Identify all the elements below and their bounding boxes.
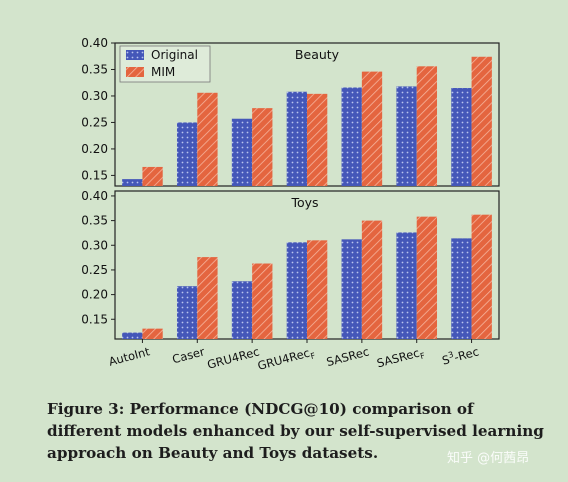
beauty-title: Beauty — [295, 47, 340, 62]
beauty-ytick-label: 0.25 — [81, 115, 108, 129]
xtick-label-text: GRU4Rec — [206, 344, 261, 371]
beauty-bar-mim — [361, 71, 383, 186]
toys-panel: Toys 0.15 0.20 0.25 0.30 0.35 0.40 — [81, 189, 500, 343]
toys-bar-original — [451, 238, 472, 339]
beauty-bar-original — [451, 88, 472, 186]
beauty-bar-mim — [252, 108, 273, 186]
beauty-bar-mim — [471, 56, 492, 186]
xtick-label: SASRecF — [375, 344, 426, 372]
beauty-ytick-label: 0.20 — [81, 142, 108, 156]
xtick-label-text: SASRec — [325, 344, 371, 369]
xtick-label: AutoInt — [107, 344, 152, 368]
beauty-bar-mim — [142, 166, 163, 186]
beauty-bar-mim — [307, 93, 328, 186]
toys-ytick-label: 0.20 — [81, 288, 108, 302]
bar-chart-figure: Beauty Original MIM 0.15 0.20 0.25 0.30 0.35… — [81, 36, 500, 375]
toys-ytick-label: 0.30 — [81, 238, 108, 252]
xtick-label-text: AutoInt — [107, 344, 152, 368]
toys-bar-mim — [142, 328, 163, 339]
toys-ytick-label: 0.15 — [81, 312, 108, 326]
toys-bar-mim — [416, 216, 438, 339]
toys-ytick-label: 0.35 — [81, 214, 108, 228]
xtick-label: Caser — [171, 344, 207, 366]
xtick-label: GRU4RecF — [256, 344, 317, 375]
xtick-label-subscript: F — [419, 351, 426, 361]
legend: Original MIM — [119, 45, 211, 83]
beauty-bar-original — [122, 179, 143, 186]
xtick-label-rest: -Rec — [453, 344, 481, 364]
toys-bar-mim — [307, 240, 328, 339]
beauty-ytick-label: 0.30 — [81, 89, 108, 103]
beauty-bar-original — [341, 87, 362, 186]
xtick-label: SASRec — [325, 344, 371, 369]
xtick-label-subscript: F — [310, 351, 317, 361]
beauty-bar-mim — [416, 66, 438, 186]
toys-bar-original — [341, 239, 362, 339]
toys-ytick-label: 0.40 — [81, 189, 108, 203]
xtick-label: GRU4Rec — [206, 344, 261, 371]
xtick-label-text: S — [441, 352, 452, 367]
xtick-label: S3-Rec — [440, 343, 480, 367]
xtick-label-text: SASRec — [375, 346, 421, 371]
toys-ytick-label: 0.25 — [81, 263, 108, 277]
beauty-ytick-label: 0.40 — [81, 36, 108, 50]
watermark: 知乎 @何茜昂 — [447, 451, 530, 466]
beauty-bar-original — [176, 122, 198, 186]
toys-bar-original — [122, 332, 143, 339]
toys-bar-mim — [197, 257, 218, 339]
beauty-bar-original — [231, 118, 253, 186]
legend-swatch-original — [126, 50, 144, 60]
toys-bar-mim — [252, 263, 273, 339]
beauty-bar-mim — [197, 92, 218, 186]
legend-label-original: Original — [151, 48, 198, 62]
beauty-ytick-label: 0.15 — [81, 168, 108, 182]
toys-bar-original — [286, 242, 307, 339]
toys-bar-mim — [471, 214, 492, 339]
beauty-bar-original — [396, 86, 417, 186]
beauty-ytick-label: 0.35 — [81, 62, 108, 76]
xtick-label-text: GRU4Rec — [256, 346, 311, 373]
legend-swatch-mim — [126, 67, 144, 77]
toys-bar-mim — [361, 220, 383, 339]
beauty-panel: Beauty Original MIM 0.15 0.20 0.25 0.30 0.35… — [81, 36, 500, 187]
xtick-label-superscript: 3 — [447, 350, 454, 360]
legend-label-mim: MIM — [151, 65, 175, 79]
toys-bar-original — [231, 281, 253, 339]
toys-bar-original — [396, 232, 417, 339]
toys-bar-original — [176, 286, 198, 339]
xtick-label-text: Caser — [171, 344, 207, 366]
beauty-bar-original — [286, 91, 307, 186]
toys-title: Toys — [290, 195, 318, 210]
figure-caption: Figure 3: Performance (NDCG@10) comparis… — [47, 400, 544, 462]
